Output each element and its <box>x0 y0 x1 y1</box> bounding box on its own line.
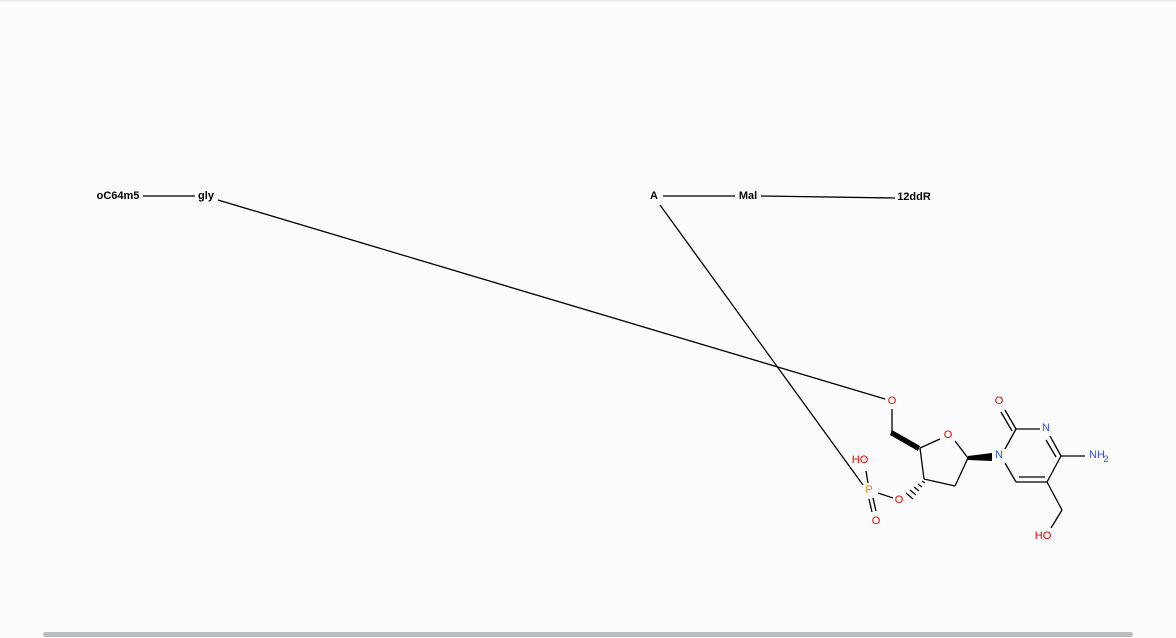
bond-c4-oring <box>919 438 941 449</box>
bond-oring-c1 <box>954 440 969 459</box>
bond-n3-c4 <box>1049 435 1062 457</box>
link-a-p <box>659 204 864 486</box>
horizontal-scrollbar[interactable] <box>43 632 1133 637</box>
base-bonds <box>1000 409 1085 529</box>
bond-p-oh <box>865 470 869 484</box>
monomer-oc64m5[interactable]: oC64m5 <box>97 190 140 202</box>
phosphate-bonds <box>865 470 894 513</box>
wedge-c4-c5 <box>890 430 920 451</box>
bond-c1-c2 <box>954 457 969 487</box>
bond-c2-c3 <box>923 478 956 487</box>
bond-n3-c4-double <box>1045 439 1057 458</box>
bond-ch2-oh <box>1050 509 1063 529</box>
atom-o2[interactable]: O <box>995 395 1004 407</box>
bond-c6-n1 <box>1004 462 1017 483</box>
wedge-c1-n1 <box>968 453 992 461</box>
bond-p-o-b <box>872 497 877 512</box>
atom-o3prime[interactable]: O <box>895 494 904 506</box>
atom-nh2[interactable]: NH <box>1089 449 1105 461</box>
link-mal-12ddr <box>760 195 896 199</box>
bond-n1-c2 <box>1004 428 1017 450</box>
bond-c4-c5 <box>1046 455 1062 483</box>
atom-o5prime[interactable]: O <box>888 395 897 407</box>
atom-n1[interactable]: N <box>995 449 1003 461</box>
link-gly-o5 <box>217 199 886 400</box>
bond-c2-o2-b <box>1000 411 1013 432</box>
monomer-12ddr[interactable]: 12ddR <box>897 191 931 203</box>
monomer-a[interactable]: A <box>650 190 658 202</box>
monomer-gly[interactable]: gly <box>198 190 215 202</box>
bond-c2-o2-a <box>1004 409 1017 430</box>
bond-c3-c4 <box>919 447 925 480</box>
atom-ho-ch2[interactable]: HO <box>1035 530 1052 542</box>
top-edge <box>0 0 1176 3</box>
atom-o-ring[interactable]: O <box>944 429 953 441</box>
atom-nh2-subscript: 2 <box>1103 454 1108 464</box>
hash-c3-o3 <box>905 480 926 500</box>
bond-p-o-a <box>868 498 873 513</box>
monomer-links <box>143 195 896 486</box>
atom-p-o[interactable]: O <box>872 515 881 527</box>
atom-p[interactable]: P <box>865 484 872 496</box>
bond-c5-ch2 <box>1046 481 1063 511</box>
atom-n3[interactable]: N <box>1042 422 1050 434</box>
monomer-mal[interactable]: Mal <box>739 190 757 202</box>
sugar-bonds <box>891 409 969 487</box>
bond-o3-p <box>877 492 894 499</box>
atom-p-ho[interactable]: HO <box>852 454 869 466</box>
